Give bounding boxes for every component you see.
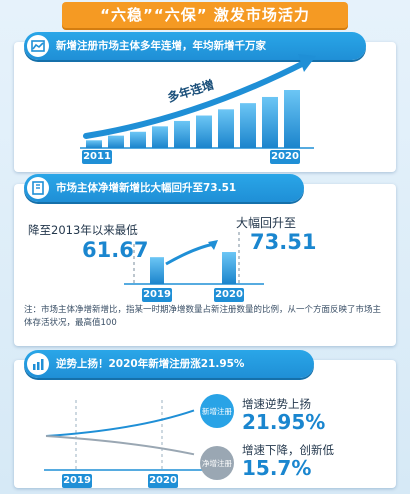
year-label-2020: 2020	[148, 474, 178, 488]
up-series-bubble: 新增注册	[200, 394, 234, 428]
bar	[196, 115, 212, 148]
bar	[218, 109, 234, 148]
registrations-bar-chart: 多年连增	[80, 54, 316, 149]
heading-text: 逆势上扬！2020年新增注册涨21.95%	[56, 358, 245, 370]
arrow-head	[208, 240, 218, 250]
bar	[240, 103, 256, 148]
panel-net-ratio: 市场主体净增新增比大幅回升至73.51 降至2013年以来最低 61.67 大幅…	[14, 174, 396, 346]
up-caption: 增速逆势上扬	[242, 397, 311, 411]
bar	[222, 252, 236, 284]
bar	[174, 120, 190, 148]
trend-icon	[27, 353, 49, 375]
down-caption: 增速下降，创新低	[242, 443, 334, 457]
bar	[86, 140, 102, 148]
heading-text: 新增注册市场主体多年连增，年均新增千万家	[56, 40, 266, 52]
left-value: 61.67	[82, 238, 149, 262]
bar	[262, 96, 278, 148]
up-value: 21.95%	[242, 410, 326, 434]
title-banner: “六稳”“六保” 激发市场活力	[62, 2, 348, 28]
down-value: 15.7%	[242, 456, 312, 480]
heading-text: 市场主体净增新增比大幅回升至73.51	[56, 182, 237, 194]
panel-growth: 逆势上扬！2020年新增注册涨21.95% 新增注册 净增注册 增速逆势上扬 2…	[14, 350, 396, 488]
year-label-end: 2020	[270, 150, 300, 164]
bar	[284, 90, 300, 148]
left-caption: 降至2013年以来最低	[28, 223, 138, 237]
trend-arrow	[165, 242, 215, 266]
series-line	[45, 409, 195, 437]
right-caption: 大幅回升至	[236, 216, 297, 230]
bar	[152, 126, 168, 148]
panel-heading: 逆势上扬！2020年新增注册涨21.95%	[24, 350, 314, 378]
footnote: 注：市场主体净增新增比，指某一时期净增数量占新注册数量的比例，从一个方面反映了市…	[24, 305, 382, 328]
chart-icon	[27, 35, 49, 57]
growth-line-chart	[44, 400, 224, 471]
trend-arrow	[83, 59, 309, 139]
bar	[108, 135, 124, 148]
right-value: 73.51	[250, 230, 317, 254]
panel-registrations: 新增注册市场主体多年连增，年均新增千万家 多年连增 2011 2020	[14, 32, 396, 172]
arrow-label: 多年连增	[165, 76, 215, 104]
net-ratio-bar-chart	[124, 232, 264, 285]
panel-heading: 新增注册市场主体多年连增，年均新增千万家	[24, 32, 366, 60]
page-title: “六稳”“六保” 激发市场活力	[100, 6, 310, 24]
year-label-2019: 2019	[62, 474, 92, 488]
year-label-2019: 2019	[142, 288, 172, 302]
year-label-start: 2011	[82, 150, 112, 164]
series-line	[45, 435, 195, 456]
arrow-head	[298, 54, 316, 72]
year-label-2020: 2020	[214, 288, 244, 302]
bar	[150, 257, 164, 284]
panel-heading: 市场主体净增新增比大幅回升至73.51	[24, 174, 304, 202]
building-icon	[27, 177, 49, 199]
down-series-bubble: 净增注册	[200, 446, 234, 480]
bar	[130, 131, 146, 148]
